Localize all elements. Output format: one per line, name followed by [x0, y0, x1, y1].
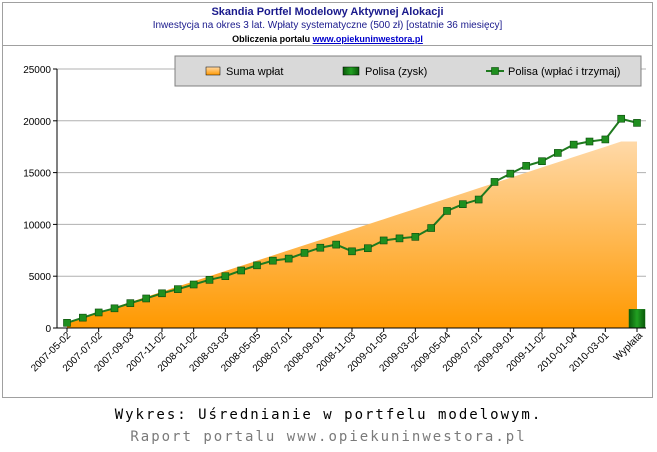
y-tick-label: 15000: [23, 169, 51, 180]
y-tick-label: 20000: [23, 117, 51, 128]
legend: Suma wpłat Polisa (zysk) Polisa (wpłać i t…: [174, 55, 642, 87]
line-point: [411, 233, 420, 241]
line-point: [158, 289, 166, 298]
line-point: [205, 276, 214, 284]
source-link[interactable]: www.opiekuninwestora.pl: [312, 34, 423, 44]
legend-label-polisa-zysk: Polisa (zysk): [365, 66, 427, 78]
line-point: [617, 114, 625, 123]
line-point: [348, 247, 356, 256]
line-point: [126, 299, 135, 307]
line-point: [459, 200, 467, 208]
chart-title: Skandia Portfel Modelowy Aktywnej Alokac…: [211, 6, 444, 18]
line-point: [490, 178, 499, 186]
line-point: [569, 140, 578, 149]
line-point: [364, 244, 372, 253]
line-point: [427, 224, 435, 232]
y-tick-label: 25000: [23, 65, 51, 76]
line-point: [63, 319, 71, 327]
source-prefix: Obliczenia portalu: [232, 34, 311, 44]
line-layer: [63, 114, 641, 327]
line-point: [237, 266, 245, 275]
legend-label-suma-wplat: Suma wpłat: [226, 66, 283, 78]
line-point: [601, 135, 610, 144]
line-point: [506, 169, 515, 178]
y-tick-label: 5000: [29, 272, 52, 283]
legend-label-polisa-wplac: Polisa (wpłać i trzymaj): [508, 66, 620, 78]
line-point: [474, 195, 483, 204]
x-tick-label: Wypłata: [612, 330, 646, 364]
bar-polisa-zysk: [628, 309, 646, 329]
line-point: [538, 157, 546, 166]
area-layer: [67, 141, 637, 328]
line-point: [585, 137, 594, 146]
line-point: [269, 256, 277, 265]
line-point: [142, 294, 150, 303]
line-point: [221, 272, 230, 281]
line-point: [332, 240, 340, 249]
caption-source: Raport portalu www.opiekuninwestora.pl: [130, 429, 527, 445]
line-point: [284, 254, 293, 263]
y-tick-label: 0: [45, 324, 51, 335]
legend-swatch-polisa-zysk: [342, 66, 360, 76]
line-point: [395, 234, 404, 243]
chart-header: Skandia Portfel Modelowy Aktywnej Alokac…: [2, 5, 653, 46]
y-tick-label: 10000: [23, 220, 51, 231]
legend-swatch-suma-wplat: [205, 66, 221, 76]
chart-source: Obliczenia portalu www.opiekuninwestora.…: [2, 33, 653, 46]
line-point: [522, 162, 530, 170]
caption-title: Wykres: Uśrednianie w portfelu modelowym…: [114, 407, 543, 423]
line-point: [554, 149, 562, 157]
line-point: [189, 280, 198, 289]
area-suma-wplat: [67, 141, 637, 328]
line-point: [443, 207, 451, 215]
line-point: [94, 308, 103, 317]
line-point: [300, 249, 309, 257]
line-point: [316, 243, 325, 252]
line-point: [633, 119, 641, 127]
chart-svg: 05000100001500020000250002007-05-022007-…: [23, 55, 646, 374]
line-point: [110, 304, 119, 313]
line-point: [379, 236, 388, 245]
caption: Wykres: Uśrednianie w portfelu modelowym…: [0, 404, 657, 448]
chart-subtitle: Inwestycja na okres 3 lat. Wpłaty system…: [152, 20, 503, 31]
line-point: [174, 285, 182, 293]
line-point: [79, 313, 87, 322]
legend-swatch-marker: [491, 67, 499, 75]
bar-layer: [628, 309, 646, 329]
legend-box: [174, 55, 642, 87]
line-point: [253, 261, 261, 270]
